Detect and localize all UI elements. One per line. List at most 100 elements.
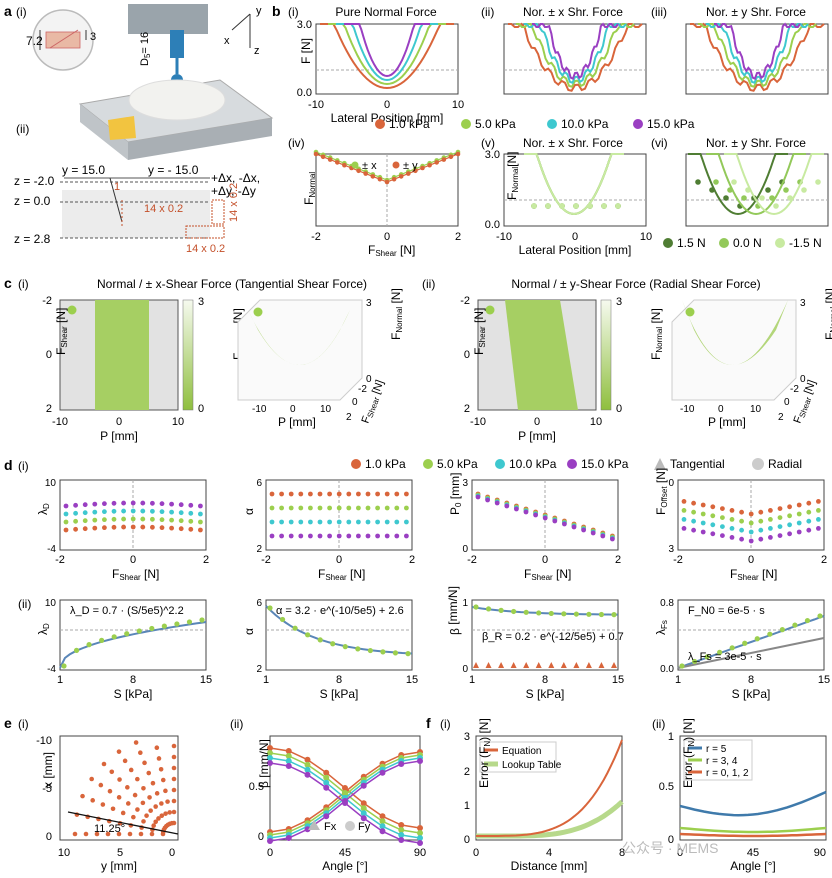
point-d1-3-0-9 — [768, 508, 773, 513]
point-d2-0-11 — [199, 617, 205, 623]
grid-point-6-4 — [125, 785, 130, 790]
angle-ray — [67, 811, 179, 835]
legend-dot-c-i-3d — [253, 307, 263, 317]
panel-a-sub-ii: (ii) — [16, 122, 29, 136]
point-d1-0-3-10 — [159, 501, 165, 507]
point-d2-3-8 — [779, 627, 785, 633]
point-d2-1-2 — [292, 625, 298, 631]
xtick-d1-1-1: 0 — [336, 554, 342, 566]
ytick-c-ii-0: -2 — [460, 295, 470, 307]
ylabel-c-ii-unit: [N] — [472, 308, 486, 327]
fit-line-d2-1 — [265, 605, 413, 655]
cbar-tick-top-c-i: 3 — [198, 296, 204, 308]
point-d1-0-2-11 — [169, 509, 175, 515]
point-d1-2-3-8 — [552, 518, 558, 524]
point-d1-0-0-1 — [73, 526, 78, 532]
point-d1-1-3-5 — [317, 533, 323, 539]
grid-point-7-4 — [117, 777, 122, 782]
point-b-row2-0-2-2 — [559, 203, 565, 209]
point-d1-0-1-13 — [188, 518, 194, 524]
point-d1-0-0-7 — [130, 524, 136, 530]
point-b-row2-1-2-3 — [773, 203, 779, 209]
point-d1-0-3-1 — [73, 502, 78, 508]
xtick-f-i-2: 8 — [619, 847, 625, 859]
legend-pressure-label-2: 10.0 kPa — [561, 117, 609, 131]
grid-point-2-5 — [159, 813, 165, 819]
plot-frame-b-ii — [503, 23, 647, 95]
point-d1-3-0-14 — [816, 499, 821, 504]
f-ii-curves — [679, 790, 827, 838]
point-d1-1-1-10 — [365, 505, 371, 511]
zlabel-c-i-unit: [N] — [389, 288, 403, 307]
point-d1-3-1-10 — [777, 515, 783, 520]
grid-point-7-8 — [171, 754, 177, 760]
probe-label: D5= 16 — [139, 32, 152, 66]
xtick-e-i-0: 10 — [58, 847, 70, 859]
title-b-iii: Nor. ± y Shr. Force — [706, 5, 806, 19]
legend-dot-d-2 — [495, 459, 505, 469]
xtick-d1-0-1: 0 — [130, 554, 136, 566]
point-d1-0-3-12 — [178, 502, 184, 508]
legend-dot-d-3 — [567, 459, 577, 469]
point-d1-3-1-8 — [758, 518, 764, 524]
point-d2-2-1 — [485, 606, 492, 612]
ytick-c-ii-1: 0 — [464, 349, 470, 361]
probe-D: D — [139, 58, 151, 66]
point-b-row2-1-0-2 — [723, 195, 729, 201]
point-d1-3-1-12 — [796, 511, 802, 517]
panel-b-sub-vi: (vi) — [651, 136, 668, 150]
title-b-vi: Nor. ± y Shr. Force — [706, 136, 806, 150]
xtick-d1-0-2: 2 — [203, 554, 209, 566]
point-d1-3-0-7 — [748, 511, 754, 517]
legend-dot-y — [392, 161, 400, 169]
point-d2-1-7 — [355, 646, 361, 652]
point-d1-1-2-10 — [365, 519, 371, 525]
point-d1-3-0-10 — [777, 506, 783, 511]
d-legend: 1.0 kPa 5.0 kPa 10.0 kPa 15.0 kPa Tangential… — [351, 457, 802, 471]
point-d2-3-10 — [804, 617, 811, 624]
tri-d2-9 — [585, 662, 592, 668]
point-d2-2-11 — [611, 612, 617, 618]
xtick-e-ii-0: 0 — [267, 847, 273, 859]
point-b-row2-1-1-4 — [769, 195, 775, 201]
legend-dot-c-ii-3d — [685, 307, 695, 317]
xlabel-d1-main-2: F — [524, 567, 531, 581]
point-d1-1-0-12 — [384, 491, 390, 497]
legend-radial-label: Radial — [768, 457, 802, 471]
ylabel-d2-3: λFs — [654, 620, 669, 635]
diagonal-line — [49, 29, 79, 49]
fit-line-d2-2 — [471, 606, 618, 616]
point-d2-2-4 — [523, 609, 529, 615]
xtick-d1-2-2: 2 — [615, 554, 621, 566]
grid-point-8-2 — [90, 798, 95, 803]
point-d1-0-2-0 — [63, 511, 69, 517]
legend-dot-c-i — [67, 305, 77, 315]
shear-legend-b: 1.5 N 0.0 N -1.5 N — [663, 236, 822, 250]
xlabel-d1-unit-0: [N] — [141, 567, 160, 581]
grid-point-5-6 — [150, 780, 156, 786]
point-d2-3-4 — [729, 645, 735, 651]
legend-shear-label-2: -1.5 N — [789, 236, 822, 250]
ytick-d2-bot-1: 2 — [256, 664, 262, 675]
tri-d2-2 — [498, 662, 505, 668]
panel-b: b (i) (ii) (iii) Pure Normal Force Nor. … — [272, 3, 829, 258]
point-d1-0-1-1 — [73, 518, 78, 524]
xtick-f-ii-0: 0 — [677, 847, 683, 859]
point-d1-1-2-13 — [394, 519, 400, 525]
xtick-d2-0-0: 1 — [57, 674, 63, 686]
ylabel-d2-main-1: α — [242, 628, 256, 635]
p-tick-3d-c-i-1: 0 — [290, 404, 296, 415]
xtick-b-v-2: 10 — [640, 231, 652, 243]
point-d2-1-5 — [330, 641, 336, 647]
ylabel-f-i-sub: N — [483, 741, 492, 747]
legend-d-label-2: 10.0 kPa — [509, 457, 557, 471]
ylabel-f-ii-unit: ) [N] — [681, 718, 695, 741]
point-d1-0-1-0 — [63, 519, 69, 525]
point-d1-0-1-11 — [169, 517, 175, 523]
xtick-c-i-2: 10 — [172, 416, 184, 428]
point-d1-3-1-0 — [681, 508, 687, 513]
point-d1-0-2-6 — [121, 508, 126, 514]
panel-letter-e: e — [4, 715, 12, 731]
point-d1-1-0-6 — [327, 491, 332, 497]
